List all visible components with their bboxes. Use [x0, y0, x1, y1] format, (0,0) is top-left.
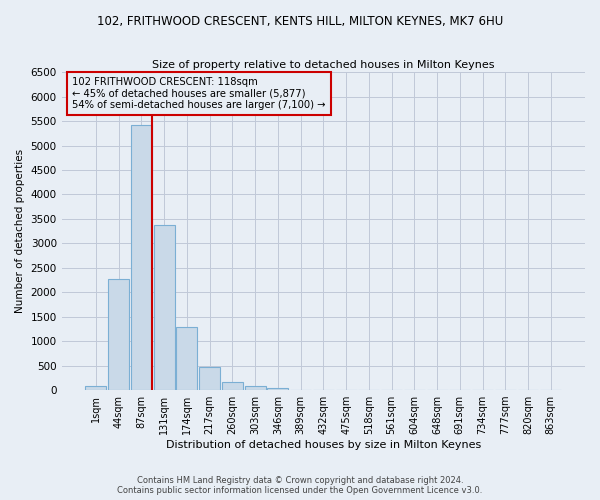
Bar: [245, 386, 266, 390]
X-axis label: Distribution of detached houses by size in Milton Keynes: Distribution of detached houses by size …: [166, 440, 481, 450]
Bar: [268, 388, 289, 390]
Text: 102, FRITHWOOD CRESCENT, KENTS HILL, MILTON KEYNES, MK7 6HU: 102, FRITHWOOD CRESCENT, KENTS HILL, MIL…: [97, 15, 503, 28]
Bar: [199, 366, 220, 390]
Bar: [176, 326, 197, 390]
Bar: [222, 382, 243, 390]
Text: 102 FRITHWOOD CRESCENT: 118sqm
← 45% of detached houses are smaller (5,877)
54% : 102 FRITHWOOD CRESCENT: 118sqm ← 45% of …: [72, 77, 326, 110]
Bar: [154, 225, 175, 390]
Bar: [108, 278, 129, 390]
Bar: [131, 125, 152, 390]
Text: Contains HM Land Registry data © Crown copyright and database right 2024.
Contai: Contains HM Land Registry data © Crown c…: [118, 476, 482, 495]
Title: Size of property relative to detached houses in Milton Keynes: Size of property relative to detached ho…: [152, 60, 494, 70]
Y-axis label: Number of detached properties: Number of detached properties: [15, 149, 25, 313]
Bar: [85, 386, 106, 390]
